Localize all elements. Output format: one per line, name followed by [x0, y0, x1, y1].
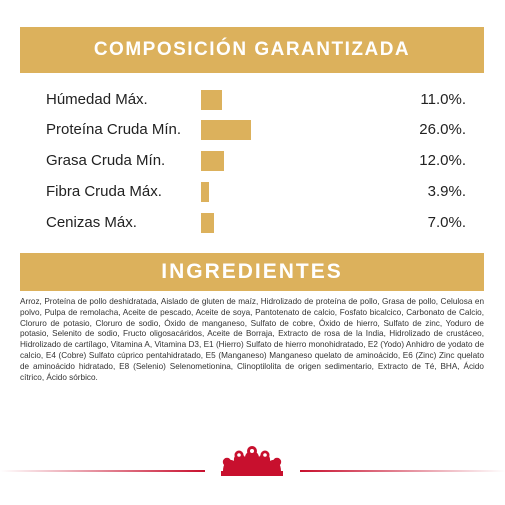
royal-canin-crown-icon [221, 446, 283, 476]
composition-label: Proteína Cruda Mín. [46, 121, 182, 138]
composition-header: COMPOSICIÓN GARANTIZADA [20, 27, 484, 73]
composition-label: Grasa Cruda Mín. [46, 152, 166, 169]
ingredients-header: INGREDIENTES [20, 253, 484, 291]
composition-row-protein: Proteína Cruda Mín. 26.0%. [46, 119, 466, 141]
composition-bar [201, 90, 223, 110]
composition-row-fiber: Fibra Cruda Máx. 3.9%. [46, 181, 466, 203]
composition-bar [201, 213, 215, 233]
composition-value: 7.0%. [427, 214, 466, 231]
composition-value: 3.9%. [427, 183, 466, 200]
composition-row-humidity: Húmedad Máx. 11.0%. [46, 89, 466, 111]
composition-label: Fibra Cruda Máx. [46, 183, 162, 200]
composition-row-ash: Cenizas Máx. 7.0%. [46, 212, 466, 234]
composition-bar [201, 151, 225, 171]
composition-label: Cenizas Máx. [46, 214, 137, 231]
composition-value: 11.0%. [420, 91, 466, 108]
composition-row-fat: Grasa Cruda Mín. 12.0%. [46, 150, 466, 172]
composition-value: 26.0%. [419, 121, 466, 138]
composition-bar [201, 120, 251, 140]
composition-bar [201, 182, 209, 202]
ingredients-text: Arroz, Proteína de pollo deshidratada, A… [20, 297, 484, 382]
footer-divider-left [0, 470, 205, 472]
composition-value: 12.0%. [419, 152, 466, 169]
composition-label: Húmedad Máx. [46, 91, 148, 108]
footer-divider-right [300, 470, 505, 472]
